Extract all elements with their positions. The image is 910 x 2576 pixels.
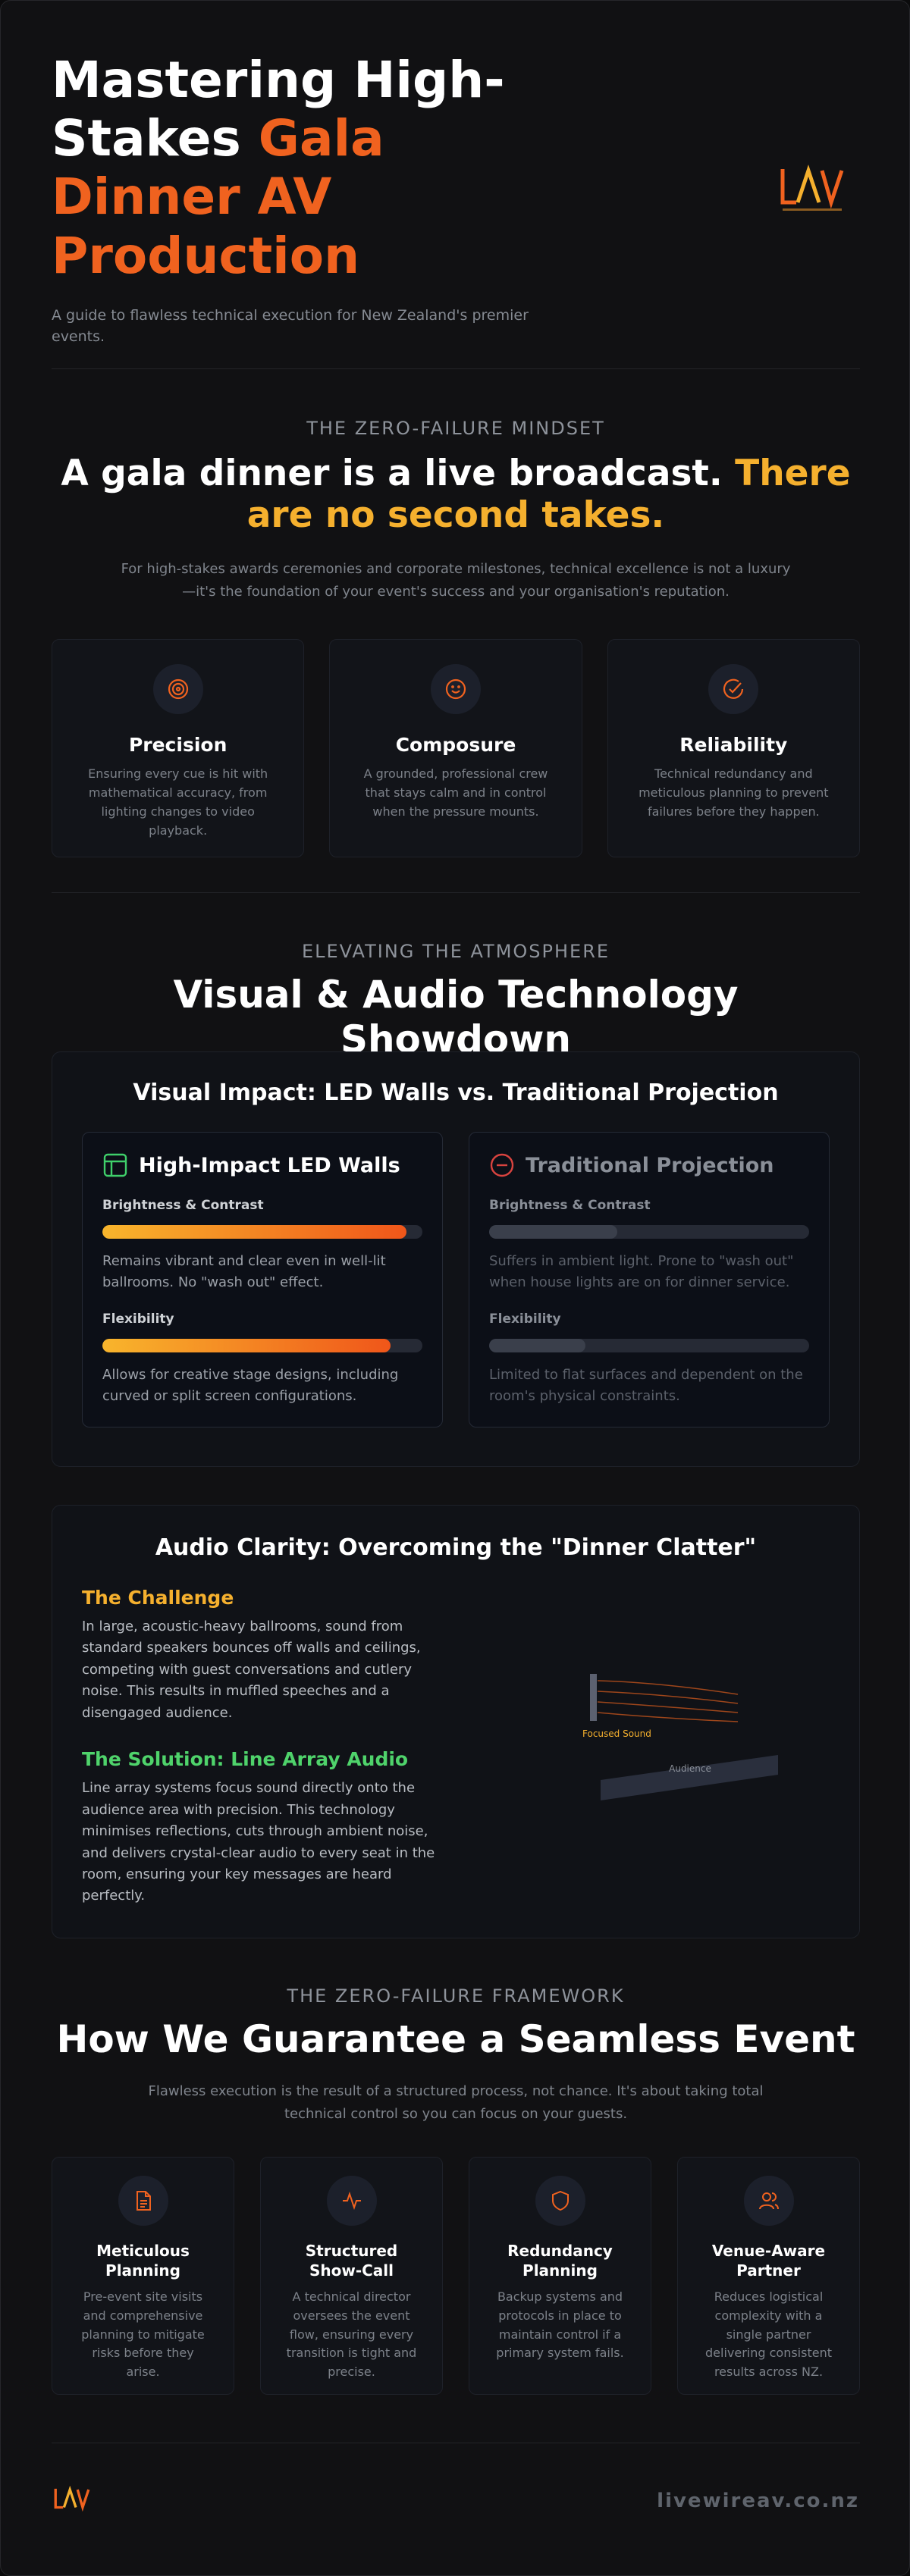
intro: Flawless execution is the result of a st… <box>148 2083 764 2122</box>
step-text: Reduces logistical complexity with a sin… <box>705 2289 832 2380</box>
logo <box>780 165 844 211</box>
metric-text: Allows for creative stage designs, inclu… <box>102 1366 399 1404</box>
step-title: Meticulous Planning <box>96 2242 190 2280</box>
level-bar <box>102 1225 406 1239</box>
step-title: Structured Show-Call <box>305 2242 398 2280</box>
step-card: Meticulous Planning Pre-event site visits… <box>52 2157 234 2395</box>
eyebrow: THE ZERO-FAILURE FRAMEWORK <box>287 1985 625 2007</box>
option-title: High-Impact LED Walls <box>139 1153 400 1177</box>
framework-steps: Meticulous Planning Pre-event site visits… <box>52 2157 860 2395</box>
step-card: Venue-Aware Partner Reduces logistical co… <box>677 2157 860 2395</box>
pillar-text: Technical redundancy and meticulous plan… <box>639 766 829 819</box>
footer-url: livewireav.co.nz <box>657 2490 859 2512</box>
eyebrow: THE ZERO-FAILURE MINDSET <box>306 418 605 439</box>
panel-title: Visual Impact: LED Walls vs. Traditional… <box>133 1080 779 1106</box>
footer-logo <box>54 2486 90 2512</box>
metric-text: Limited to flat surfaces and dependent o… <box>489 1366 803 1404</box>
eyebrow: ELEVATING THE ATMOSPHERE <box>301 941 610 962</box>
step-text: A technical director oversees the event … <box>286 2289 417 2380</box>
step-title: Redundancy Planning <box>507 2242 613 2280</box>
pillar-title: Composure <box>395 734 516 757</box>
title-highlight: Gala Dinner AV Production <box>52 109 384 285</box>
pillar-card: Composure A grounded, professional crew t… <box>329 639 582 858</box>
level-bar <box>489 1225 617 1239</box>
headline-main: A gala dinner is a live broadcast. <box>61 453 723 494</box>
divider <box>52 892 860 893</box>
technology-header: ELEVATING THE ATMOSPHERE Visual & Audio … <box>52 941 860 1062</box>
subtitle: A guide to flawless technical execution … <box>52 306 529 346</box>
intro: For high-stakes awards ceremonies and co… <box>121 560 791 600</box>
headline-highlight: There are no second takes. <box>246 453 851 537</box>
option-title: Traditional Projection <box>526 1153 774 1177</box>
headline: A gala dinner is a live broadcast. There… <box>52 453 860 537</box>
visual-panel: Visual Impact: LED Walls vs. Traditional… <box>52 1051 860 1467</box>
challenge-text: In large, acoustic-heavy ballrooms, soun… <box>82 1619 421 1721</box>
pillar-text: A grounded, professional crew that stays… <box>363 766 548 819</box>
title: Mastering High-Stakes Gala Dinner AV Pro… <box>52 51 567 285</box>
audio-panel: Audio Clarity: Overcoming the "Dinner Cl… <box>52 1505 860 1938</box>
challenge-title: The Challenge <box>82 1587 234 1609</box>
option-card: Traditional Projection Brightness & Cont… <box>469 1132 830 1427</box>
pillar-title: Reliability <box>679 734 788 757</box>
section-title: Visual & Audio Technology Showdown <box>173 973 739 1061</box>
mindset-section: THE ZERO-FAILURE MINDSET A gala dinner i… <box>52 418 860 858</box>
step-card: Redundancy Planning Backup systems and pr… <box>469 2157 651 2395</box>
solution-text: Line array systems focus sound directly … <box>82 1780 435 1904</box>
line-array-diagram: Focused Sound Audience <box>582 1674 778 1800</box>
metric-label: Brightness & Contrast <box>102 1198 264 1213</box>
diagram-label: Focused Sound <box>582 1728 651 1739</box>
pillar-card: Precision Ensuring every cue is hit with … <box>52 639 305 858</box>
metric-label: Flexibility <box>489 1311 561 1327</box>
step-text: Pre-event site visits and comprehensive … <box>81 2289 205 2380</box>
diagram-label: Audience <box>669 1763 711 1774</box>
pillar-text: Ensuring every cue is hit with mathemati… <box>88 766 268 838</box>
option-card: High-Impact LED Walls Brightness & Contr… <box>82 1132 443 1427</box>
level-track <box>102 1338 422 1352</box>
level-bar <box>489 1338 585 1352</box>
header: Mastering High-Stakes Gala Dinner AV Pro… <box>52 51 860 348</box>
step-title: Venue-Aware Partner <box>711 2242 826 2280</box>
metric-label: Brightness & Contrast <box>489 1198 651 1213</box>
pillars: Precision Ensuring every cue is hit with … <box>52 639 860 858</box>
framework-section: THE ZERO-FAILURE FRAMEWORK How We Guaran… <box>52 1985 860 2125</box>
level-track <box>102 1225 422 1239</box>
title-main: Mastering High-Stakes <box>52 51 505 168</box>
options: High-Impact LED Walls Brightness & Contr… <box>82 1132 830 1427</box>
level-track <box>489 1338 809 1352</box>
metric-text: Remains vibrant and clear even in well-l… <box>102 1253 386 1290</box>
pillar-card: Reliability Technical redundancy and meti… <box>607 639 860 858</box>
divider <box>52 368 860 369</box>
pillar-title: Precision <box>128 734 228 757</box>
solution-title: The Solution: Line Array Audio <box>82 1748 409 1771</box>
step-text: Backup systems and protocols in place to… <box>496 2289 624 2361</box>
step-card: Structured Show-Call A technical director… <box>260 2157 443 2395</box>
metric-text: Suffers in ambient light. Prone to "wash… <box>489 1253 794 1290</box>
panel-title: Audio Clarity: Overcoming the "Dinner Cl… <box>155 1534 757 1561</box>
section-title: How We Guarantee a Seamless Event <box>56 2017 855 2061</box>
level-bar <box>102 1338 391 1352</box>
metric-label: Flexibility <box>102 1311 174 1327</box>
level-track <box>489 1225 809 1239</box>
